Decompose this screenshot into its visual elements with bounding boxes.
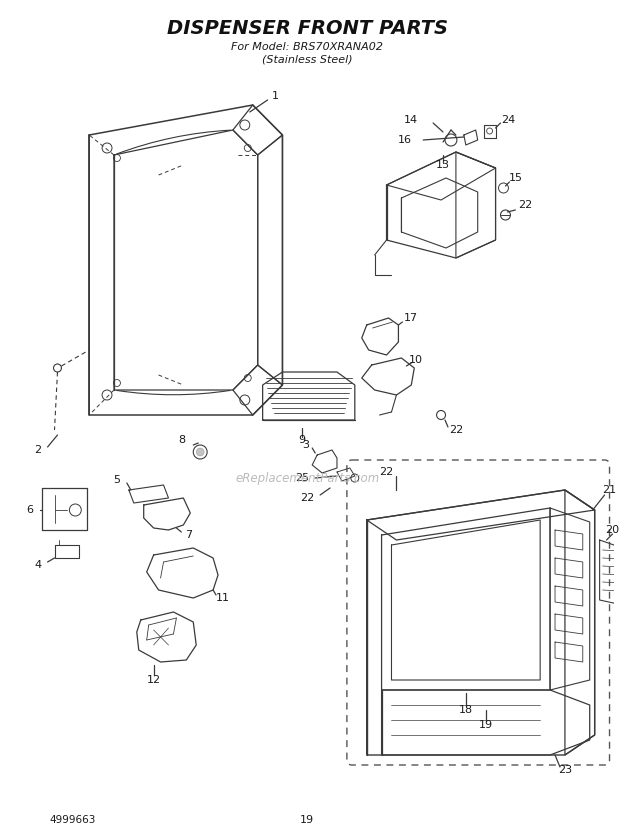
Text: 2: 2 (34, 445, 41, 455)
Text: 11: 11 (216, 593, 230, 603)
Text: 22: 22 (379, 467, 394, 477)
Text: 4999663: 4999663 (50, 815, 96, 825)
Text: 20: 20 (606, 525, 619, 535)
Circle shape (197, 448, 204, 456)
Text: 8: 8 (178, 435, 185, 445)
Text: 25: 25 (295, 473, 309, 483)
Text: 21: 21 (603, 485, 617, 495)
Text: For Model: BRS70XRANA02: For Model: BRS70XRANA02 (231, 42, 383, 52)
Text: 7: 7 (185, 530, 192, 540)
Text: 10: 10 (409, 355, 423, 365)
Text: 13: 13 (436, 160, 450, 170)
Text: 14: 14 (404, 115, 418, 125)
Text: 22: 22 (300, 493, 314, 503)
Text: (Stainless Steel): (Stainless Steel) (262, 55, 353, 65)
Text: 12: 12 (146, 675, 161, 685)
Text: DISPENSER FRONT PARTS: DISPENSER FRONT PARTS (167, 18, 448, 38)
Text: 1: 1 (272, 91, 279, 101)
Text: 5: 5 (113, 475, 120, 485)
Text: 24: 24 (502, 115, 516, 125)
Text: 22: 22 (449, 425, 463, 435)
Text: 17: 17 (404, 313, 418, 323)
Text: eReplacementParts.com: eReplacementParts.com (235, 472, 379, 484)
Text: 6: 6 (26, 505, 33, 515)
Text: 18: 18 (459, 705, 473, 715)
Text: 16: 16 (397, 135, 412, 145)
Text: 19: 19 (300, 815, 314, 825)
Text: 23: 23 (558, 765, 572, 775)
Text: 4: 4 (34, 560, 41, 570)
Text: 9: 9 (299, 435, 306, 445)
Text: 15: 15 (508, 173, 523, 183)
Text: 3: 3 (302, 440, 309, 450)
Text: 22: 22 (518, 200, 533, 210)
Text: 19: 19 (479, 720, 493, 730)
